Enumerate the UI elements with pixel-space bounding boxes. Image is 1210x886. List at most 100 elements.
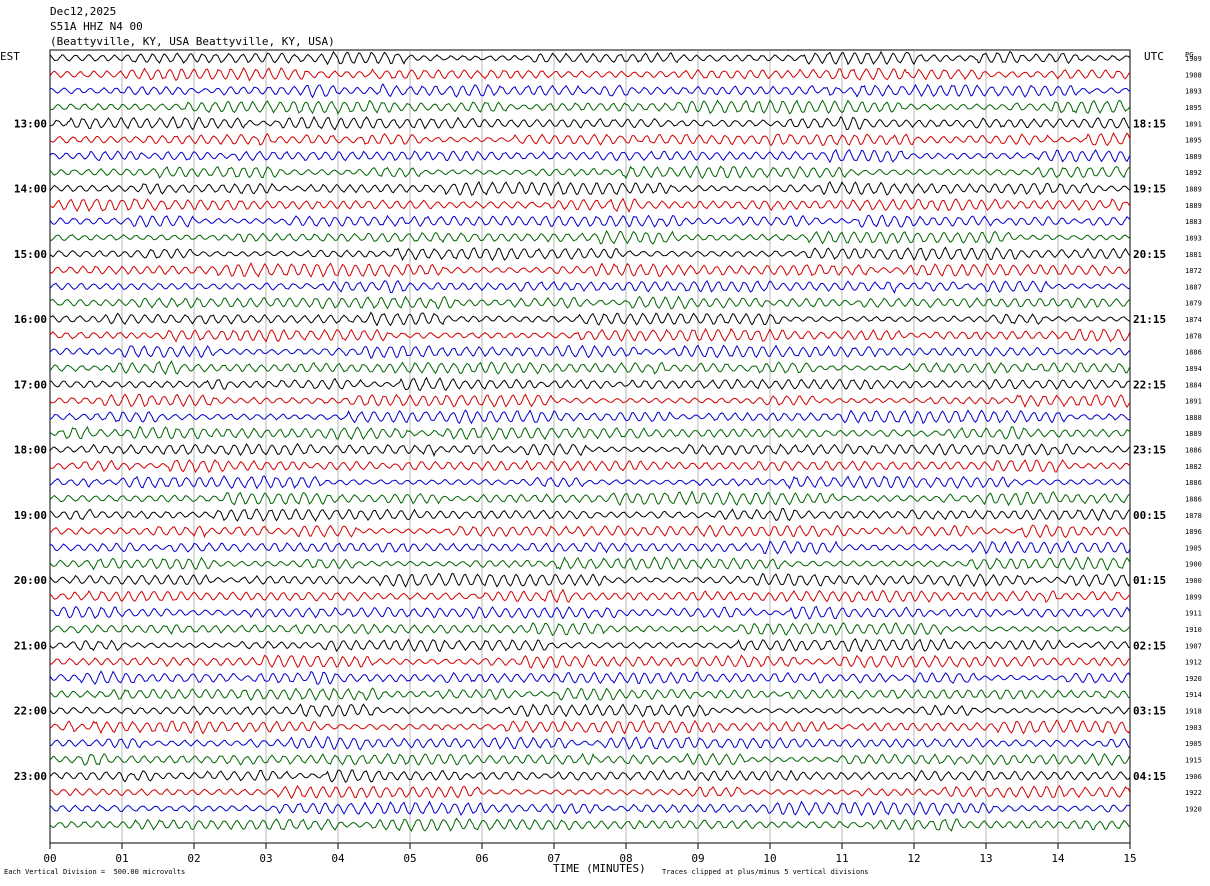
seismic-trace <box>49 475 1131 490</box>
trace-offset-label: 1922 <box>1185 789 1202 797</box>
trace-offset-label: 1892 <box>1185 169 1202 177</box>
x-tick-label: 05 <box>403 852 416 865</box>
seismic-trace <box>49 605 1131 620</box>
left-hour-label: 14:00 <box>14 183 47 196</box>
trace-offset-label: 1905 <box>1185 740 1202 748</box>
trace-offset-label: 1895 <box>1185 137 1202 145</box>
trace-offset-label: 1886 <box>1185 447 1202 455</box>
x-tick-label: 14 <box>1051 852 1065 865</box>
seismic-trace <box>49 262 1131 278</box>
seismic-trace <box>49 180 1131 197</box>
seismic-trace <box>49 279 1131 294</box>
trace-offset-label: 1908 <box>1185 71 1202 79</box>
trace-offset-label: 1883 <box>1185 218 1202 226</box>
seismic-trace <box>49 425 1131 441</box>
seismic-trace <box>49 83 1131 99</box>
trace-offset-label: 1907 <box>1185 642 1202 650</box>
left-hour-label: 21:00 <box>14 639 47 652</box>
seismic-trace <box>49 165 1131 180</box>
clip-note: Traces clipped at plus/minus 5 vertical … <box>662 868 869 876</box>
seismic-trace <box>49 800 1131 817</box>
seismic-trace <box>49 459 1131 474</box>
seismic-trace <box>49 327 1131 343</box>
trace-offset-label: 1911 <box>1185 610 1202 618</box>
seismic-trace <box>49 508 1131 522</box>
trace-offset-label: 1909 <box>1185 55 1202 63</box>
right-hour-label: 00:15 <box>1133 509 1166 522</box>
x-tick-label: 13 <box>979 852 992 865</box>
left-hour-label: 22:00 <box>14 705 47 718</box>
seismic-trace <box>49 588 1131 604</box>
seismic-trace <box>49 670 1131 686</box>
seismic-trace <box>49 393 1131 409</box>
trace-offset-label: 1893 <box>1185 88 1202 96</box>
trace-offset-label: 1906 <box>1185 773 1202 781</box>
x-tick-label: 06 <box>475 852 488 865</box>
left-hour-label: 18:00 <box>14 444 47 457</box>
left-hour-label: 23:00 <box>14 770 47 783</box>
seismic-trace <box>49 197 1131 213</box>
right-hour-label: 21:15 <box>1133 313 1166 326</box>
seismic-trace <box>49 654 1131 669</box>
seismic-trace <box>49 490 1131 507</box>
trace-offset-label: 1903 <box>1185 724 1202 732</box>
trace-offset-label: 1884 <box>1185 381 1202 389</box>
seismic-trace <box>49 66 1131 82</box>
left-hour-label: 16:00 <box>14 313 47 326</box>
trace-offset-label: 1900 <box>1185 577 1202 585</box>
seismic-trace <box>49 540 1131 555</box>
seismic-trace <box>49 735 1131 751</box>
trace-offset-label: 1920 <box>1185 805 1202 813</box>
trace-offset-label: 1889 <box>1185 186 1202 194</box>
right-hour-label: 20:15 <box>1133 248 1166 261</box>
x-tick-label: 11 <box>835 852 848 865</box>
seismic-trace <box>49 572 1131 588</box>
right-hour-label: 18:15 <box>1133 117 1166 130</box>
trace-offset-label: 1894 <box>1185 365 1202 373</box>
x-tick-label: 09 <box>691 852 704 865</box>
trace-offset-label: 1886 <box>1185 479 1202 487</box>
trace-offset-label: 1896 <box>1185 528 1202 536</box>
trace-offset-label: 1878 <box>1185 512 1202 520</box>
seismic-trace <box>49 409 1131 425</box>
trace-offset-label: 1887 <box>1185 283 1202 291</box>
left-hour-label: 13:00 <box>14 117 47 130</box>
right-hour-label: 23:15 <box>1133 444 1166 457</box>
seismic-trace <box>49 360 1131 376</box>
trace-offset-label: 1893 <box>1185 234 1202 242</box>
location-label: (Beattyville, KY, USA Beattyville, KY, U… <box>50 35 335 48</box>
trace-offset-label: 1872 <box>1185 267 1202 275</box>
trace-offset-label: 1891 <box>1185 398 1202 406</box>
x-tick-label: 08 <box>619 852 632 865</box>
trace-offset-label: 1899 <box>1185 593 1202 601</box>
trace-offset-label: 1889 <box>1185 430 1202 438</box>
trace-offset-label: 1920 <box>1185 675 1202 683</box>
right-hour-label: 22:15 <box>1133 378 1166 391</box>
right-timezone-label: UTC <box>1144 50 1164 63</box>
trace-offset-label: 1882 <box>1185 463 1202 471</box>
plot-frame <box>49 49 1131 844</box>
seismic-trace <box>49 149 1131 164</box>
trace-offset-label: 1889 <box>1185 153 1202 161</box>
x-tick-label: 15 <box>1123 852 1136 865</box>
seismic-trace <box>49 246 1131 262</box>
seismic-trace <box>49 311 1131 327</box>
x-tick-label: 07 <box>547 852 560 865</box>
station-label: S51A HHZ N4 00 <box>50 20 143 33</box>
trace-offset-label: 1886 <box>1185 349 1202 357</box>
seismic-trace <box>49 524 1131 539</box>
right-hour-label: 02:15 <box>1133 639 1166 652</box>
seismic-trace <box>49 229 1131 245</box>
right-hour-label: 03:15 <box>1133 705 1166 718</box>
trace-offset-label: 1918 <box>1185 708 1202 716</box>
trace-offset-label: 1895 <box>1185 104 1202 112</box>
seismic-trace <box>49 50 1131 66</box>
x-tick-label: 01 <box>115 852 128 865</box>
seismic-trace <box>49 817 1131 832</box>
date-label: Dec12,2025 <box>50 5 117 18</box>
x-tick-label: 10 <box>763 852 776 865</box>
right-column-label: PG <box>1185 51 1194 59</box>
left-hour-label: 19:00 <box>14 509 47 522</box>
seismic-trace <box>49 344 1131 360</box>
